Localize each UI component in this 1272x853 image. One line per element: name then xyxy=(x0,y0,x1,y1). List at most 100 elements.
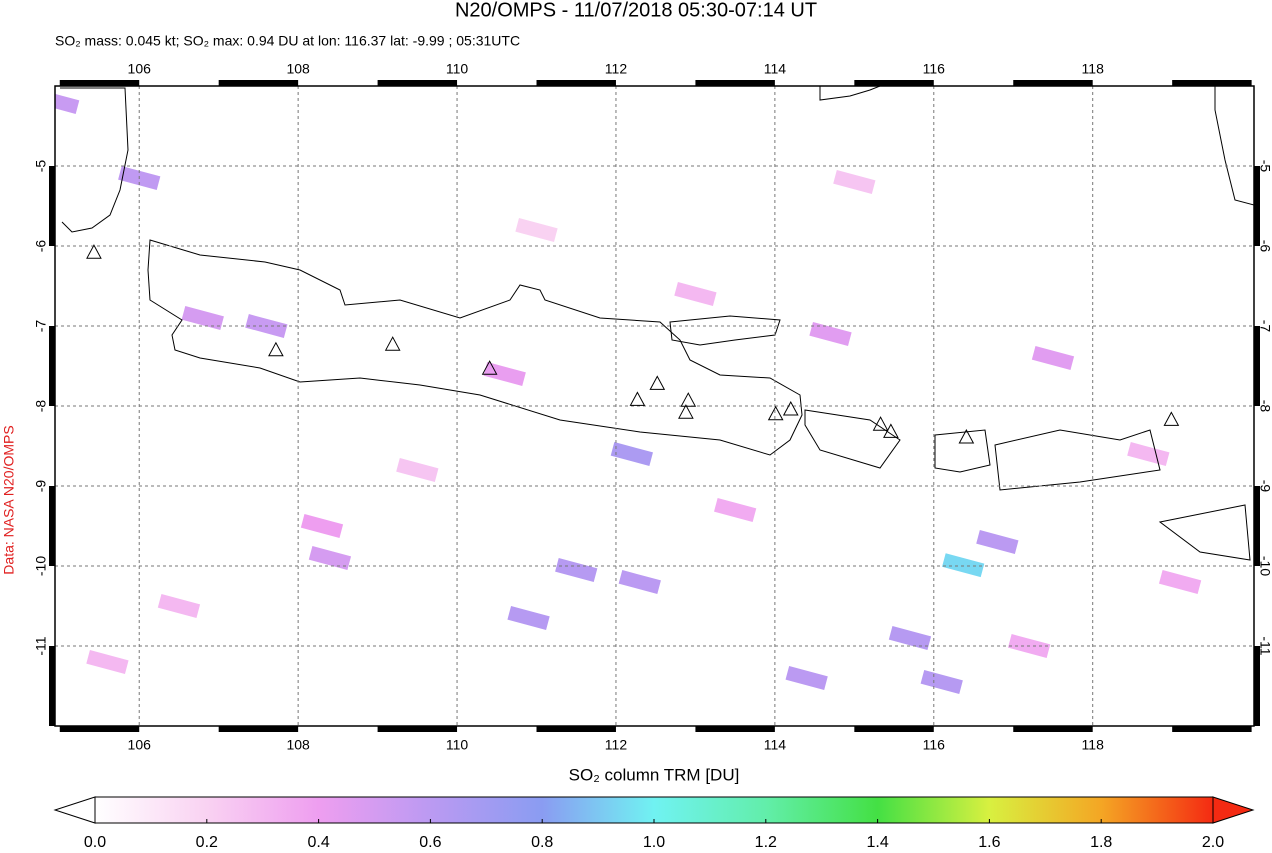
lombok-coast xyxy=(934,429,991,473)
frame-bar xyxy=(1172,726,1252,732)
colorbar-tick-label: 1.0 xyxy=(643,834,665,851)
kalimantan-coast xyxy=(819,86,881,101)
so2-pixel xyxy=(920,670,963,694)
so2-pixel xyxy=(618,570,661,594)
frame-bar xyxy=(59,80,140,86)
y-tick-label: -8 xyxy=(1257,400,1272,413)
y-tick-label: -9 xyxy=(1257,480,1272,493)
madura-coast xyxy=(669,315,781,346)
so2-pixel xyxy=(308,546,352,570)
so2-pixel xyxy=(610,442,653,466)
frame-bar xyxy=(695,726,775,732)
frame-bar xyxy=(1254,646,1260,726)
x-tick-label: 116 xyxy=(923,61,946,77)
colorbar-end-low xyxy=(53,796,96,824)
y-tick-label: -8 xyxy=(33,400,49,413)
y-tick-label: -10 xyxy=(33,556,49,576)
frame-bar xyxy=(49,646,55,726)
so2-pixel xyxy=(1127,442,1170,466)
x-tick-label: 118 xyxy=(1082,61,1105,77)
frame-bar xyxy=(1172,80,1252,86)
colorbar-tick-label: 0.4 xyxy=(307,834,329,851)
colorbar-tick-label: 0.8 xyxy=(531,834,553,851)
volcano xyxy=(782,400,799,416)
colorbar-tick-label: 0.2 xyxy=(196,834,218,851)
so2-pixel xyxy=(507,606,550,630)
so2-pixel xyxy=(833,170,876,194)
x-tick-label: 116 xyxy=(923,737,946,753)
so2-pixel xyxy=(714,498,757,522)
frame-bar xyxy=(695,80,775,86)
frame-bar xyxy=(1013,726,1093,732)
plot-frame xyxy=(54,85,1255,727)
y-tick-label: -7 xyxy=(33,320,49,333)
title: N20/OMPS - 11/07/2018 05:30-07:14 UT xyxy=(455,0,817,21)
y-tick-label: -9 xyxy=(33,480,49,493)
y-tick-label: -11 xyxy=(1257,636,1272,655)
x-tick-label: 106 xyxy=(128,61,152,77)
frame-bar xyxy=(377,726,458,732)
volcano xyxy=(680,392,697,407)
colorbar-tick-label: 1.4 xyxy=(866,834,888,851)
volcano xyxy=(629,391,646,406)
colorbar-tick-label: 1.8 xyxy=(1090,834,1112,851)
frame-bar xyxy=(49,326,55,406)
bali-coast xyxy=(804,409,901,469)
y-tick-label: -11 xyxy=(33,636,49,655)
y-tick-label: -6 xyxy=(33,240,49,253)
frame-bar xyxy=(854,726,934,732)
so2-pixel xyxy=(942,553,985,578)
volcano xyxy=(481,360,498,375)
so2-pixel xyxy=(55,90,80,114)
frame-bar xyxy=(536,726,616,732)
volcano xyxy=(1163,411,1180,426)
x-tick-label: 110 xyxy=(446,737,469,753)
frame-bar xyxy=(536,80,616,86)
colorbar-tick-label: 0.6 xyxy=(419,834,441,851)
x-tick-label: 118 xyxy=(1082,737,1105,753)
y-tick-label: -10 xyxy=(1257,556,1272,576)
so2-pixel xyxy=(1031,346,1075,370)
so2-pixel xyxy=(157,594,201,618)
frame-bar xyxy=(377,80,458,86)
volcano xyxy=(872,416,889,431)
x-tick-label: 106 xyxy=(128,737,152,753)
x-tick-label: 112 xyxy=(605,737,628,753)
java-coast xyxy=(147,239,803,456)
colorbar-label: SO₂ column TRM [DU] xyxy=(569,765,740,784)
frame-bar xyxy=(49,486,55,566)
colorbar-tick-label: 2.0 xyxy=(1202,834,1224,851)
x-tick-label: 110 xyxy=(446,61,469,77)
frame-bar xyxy=(49,166,55,246)
so2-pixel xyxy=(396,458,439,482)
volcano xyxy=(883,423,899,438)
colorbar-tick-label: 0.0 xyxy=(84,834,106,851)
sulawesi-coast xyxy=(1214,86,1254,206)
x-tick-label: 108 xyxy=(286,737,310,753)
colorbar-tick-label: 1.6 xyxy=(978,834,1000,851)
frame-bar xyxy=(1013,80,1093,86)
colorbar-end-high xyxy=(1212,796,1255,824)
volcano xyxy=(678,404,694,419)
frame-bar xyxy=(854,80,934,86)
y-tick-label: -6 xyxy=(1257,240,1272,253)
so2-pixel xyxy=(1158,570,1202,594)
so2-pixel xyxy=(483,362,526,386)
volcano xyxy=(86,244,102,259)
so2-pixel xyxy=(674,282,717,306)
subtitle: SO₂ mass: 0.045 kt; SO₂ max: 0.94 DU at … xyxy=(55,33,520,49)
x-tick-label: 108 xyxy=(286,61,310,77)
coastlines xyxy=(60,86,1254,561)
credit: Data: NASA N20/OMPS xyxy=(1,425,17,574)
sumatra-coast xyxy=(60,87,129,233)
y-tick-label: -5 xyxy=(1257,160,1272,173)
frame-bar xyxy=(59,726,140,732)
volcano xyxy=(649,375,666,390)
frame-bar xyxy=(218,80,299,86)
frame-bar xyxy=(1254,326,1260,406)
so2-pixel xyxy=(888,626,932,650)
so2-pixel xyxy=(515,218,558,242)
so2-pixel xyxy=(86,650,129,674)
axes: 106 106 108 108 110 110 112 112 114 114 116 116 118 1… xyxy=(33,61,1272,753)
so2-pixel xyxy=(785,666,828,690)
